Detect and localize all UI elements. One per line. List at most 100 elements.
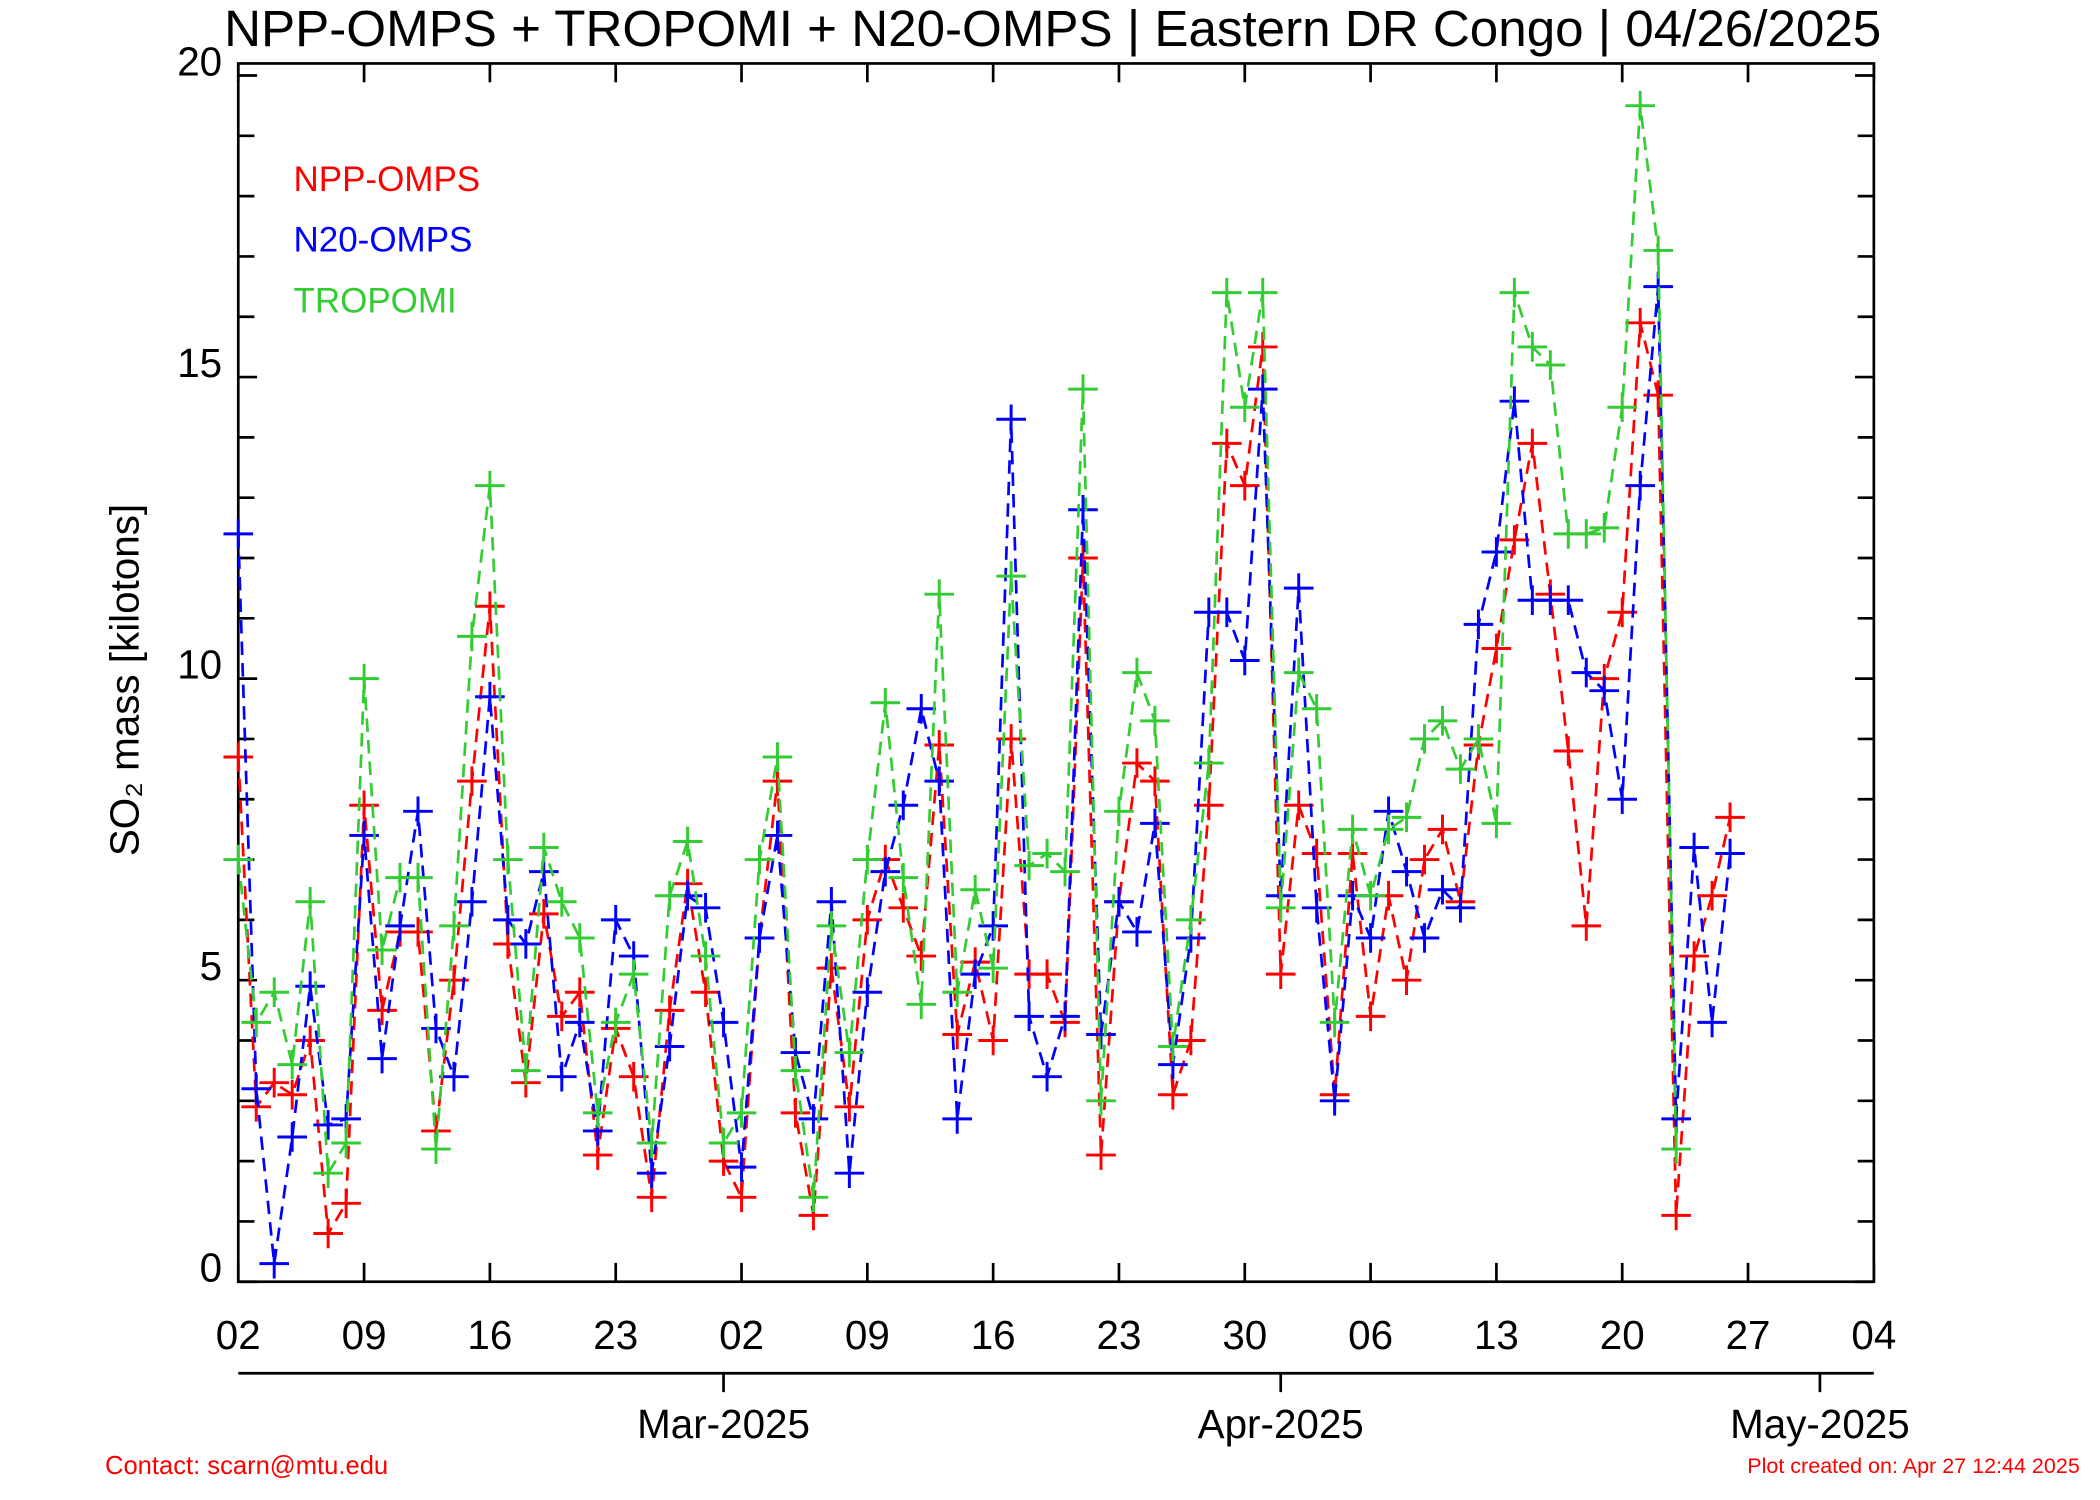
point-marker: [1068, 374, 1098, 404]
point-marker: [726, 1098, 757, 1128]
point-marker: [529, 832, 559, 863]
point-marker: [529, 899, 559, 929]
point-marker: [708, 1128, 739, 1158]
y-tick-label: 10: [177, 642, 222, 688]
x-tick-label: 09: [845, 1312, 890, 1358]
point-marker: [996, 561, 1026, 591]
point-marker: [564, 977, 595, 1008]
point-marker: [1355, 923, 1386, 953]
point-marker: [1122, 657, 1152, 688]
point-marker: [1571, 911, 1602, 941]
point-marker: [1176, 1025, 1206, 1056]
point-marker: [241, 1007, 272, 1038]
point-marker: [780, 1055, 811, 1086]
x-tick-label: 20: [1600, 1312, 1645, 1358]
point-marker: [1211, 277, 1242, 308]
point-marker: [1319, 1007, 1350, 1038]
point-marker: [1301, 693, 1332, 724]
point-marker: [906, 693, 937, 724]
point-marker: [1104, 796, 1134, 827]
point-marker: [1499, 386, 1530, 417]
point-marker: [564, 923, 595, 953]
point-marker: [942, 1019, 973, 1050]
point-marker: [690, 941, 721, 971]
point-marker: [1301, 838, 1332, 869]
point-marker: [1481, 633, 1512, 664]
point-marker: [241, 1073, 272, 1104]
point-marker: [852, 844, 883, 875]
point-marker: [259, 1248, 290, 1279]
month-label: Mar-2025: [637, 1401, 810, 1447]
point-marker: [1499, 277, 1530, 308]
x-tick-label: 02: [719, 1312, 764, 1358]
point-marker: [1643, 235, 1673, 266]
point-marker: [1158, 1031, 1188, 1062]
point-marker: [1194, 748, 1224, 778]
point-marker: [672, 826, 703, 857]
point-marker: [996, 404, 1026, 435]
point-marker: [942, 1104, 973, 1134]
point-marker: [1032, 959, 1062, 989]
point-marker: [1355, 1001, 1386, 1032]
point-marker: [1463, 609, 1494, 640]
point-marker: [1661, 1134, 1691, 1164]
point-marker: [1229, 645, 1260, 676]
point-marker: [1229, 470, 1260, 501]
point-marker: [1032, 838, 1062, 869]
point-marker: [600, 1007, 631, 1038]
x-tick-label: 02: [216, 1312, 261, 1358]
point-marker: [1283, 573, 1314, 603]
point-marker: [1140, 706, 1170, 736]
point-marker: [1265, 959, 1296, 989]
point-marker: [1409, 724, 1440, 754]
point-marker: [1715, 802, 1745, 833]
point-marker: [1391, 856, 1422, 887]
point-marker: [1211, 428, 1242, 459]
point-marker: [1553, 585, 1584, 616]
point-marker: [1086, 1019, 1116, 1050]
point-marker: [1589, 513, 1620, 543]
point-marker: [1050, 856, 1080, 887]
point-marker: [780, 1098, 811, 1128]
point-marker: [493, 844, 523, 875]
point-marker: [726, 1152, 757, 1182]
point-marker: [618, 959, 649, 989]
point-marker: [367, 995, 397, 1026]
y-tick-label: 20: [177, 38, 222, 84]
point-marker: [564, 1007, 595, 1038]
x-tick-label: 09: [342, 1312, 387, 1358]
point-marker: [1679, 832, 1709, 863]
point-marker: [1679, 941, 1709, 971]
point-marker: [852, 905, 883, 935]
x-tick-label: 04: [1851, 1312, 1896, 1358]
point-marker: [1715, 838, 1745, 869]
point-marker: [1283, 657, 1314, 688]
point-marker: [349, 790, 379, 821]
point-marker: [870, 856, 901, 887]
point-marker: [834, 1092, 865, 1122]
point-marker: [1391, 965, 1422, 995]
point-marker: [1086, 1085, 1116, 1116]
point-marker: [636, 1158, 667, 1188]
legend-entry: NPP-OMPS: [293, 160, 480, 199]
point-marker: [223, 742, 254, 772]
point-marker: [654, 1031, 685, 1062]
point-marker: [1517, 332, 1548, 362]
point-marker: [1373, 814, 1404, 845]
point-marker: [1014, 1001, 1044, 1032]
point-marker: [906, 941, 937, 971]
point-marker: [1140, 808, 1170, 839]
point-marker: [331, 1128, 361, 1158]
y-tick-label: 15: [177, 340, 222, 386]
point-marker: [1427, 814, 1458, 845]
point-marker: [1265, 892, 1296, 923]
point-marker: [1158, 1079, 1188, 1110]
point-marker: [744, 923, 775, 953]
point-marker: [1625, 470, 1656, 501]
point-marker: [1481, 808, 1512, 839]
point-marker: [906, 989, 937, 1020]
point-marker: [1589, 675, 1620, 706]
month-label: May-2025: [1730, 1401, 1910, 1447]
point-marker: [1499, 525, 1530, 555]
